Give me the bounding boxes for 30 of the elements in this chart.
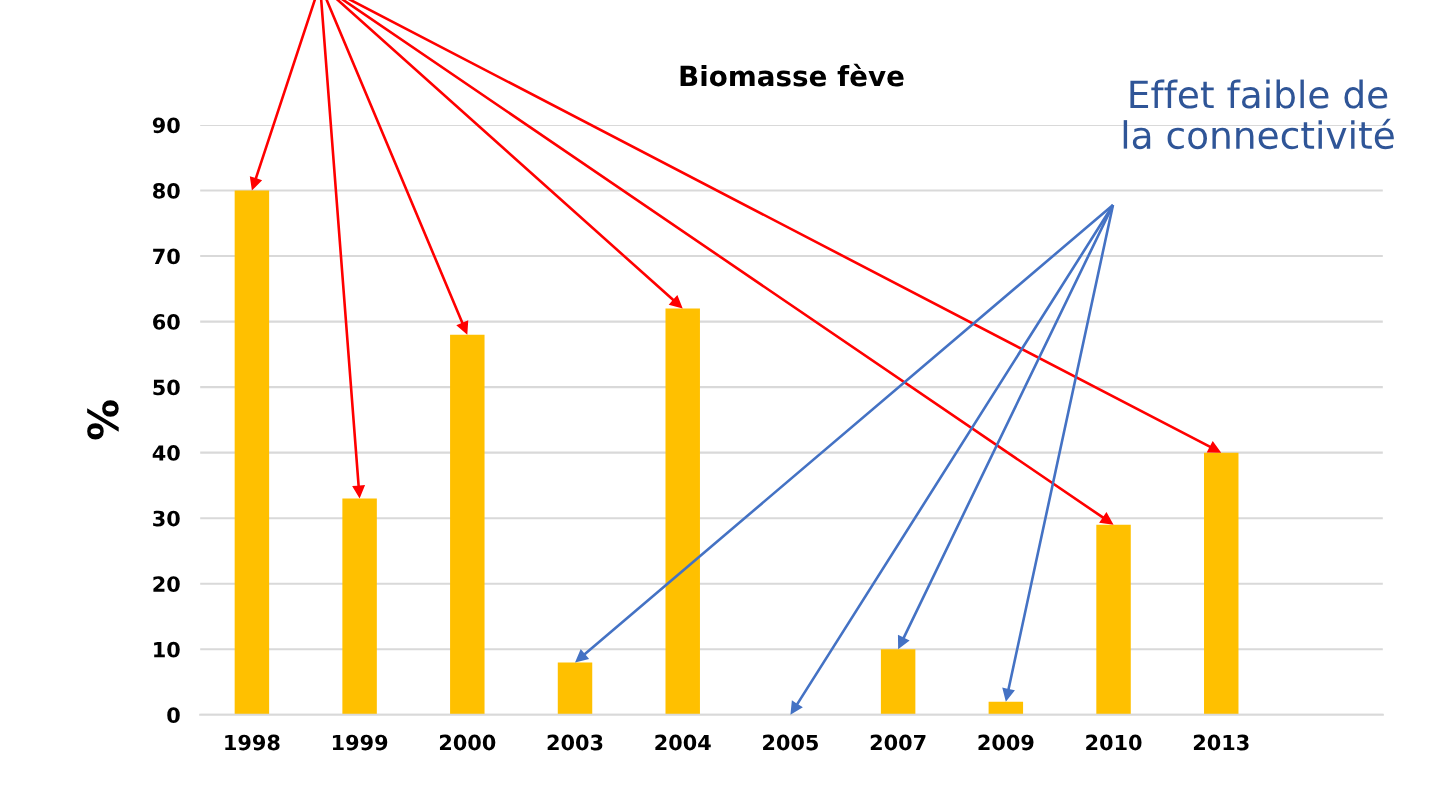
y-tick-label: 0 xyxy=(167,707,180,724)
y-tick-label: 60 xyxy=(153,314,180,330)
bar xyxy=(665,308,700,715)
x-tick-label: 2007 xyxy=(870,734,926,751)
bar xyxy=(450,334,485,715)
y-tick-label: 10 xyxy=(154,641,180,658)
bar xyxy=(1096,524,1131,715)
bar xyxy=(988,701,1024,715)
x-tick-label: 1999 xyxy=(332,734,388,751)
y-tick-label: 50 xyxy=(153,379,180,396)
y-axis-title: % xyxy=(87,400,119,440)
x-tick-label: 2005 xyxy=(763,734,818,751)
bar xyxy=(557,662,593,715)
x-tick-label: 2003 xyxy=(547,734,603,751)
y-tick-label: 20 xyxy=(153,576,180,592)
y-tick-label: 40 xyxy=(152,445,180,461)
x-tick-label: 2004 xyxy=(655,734,711,751)
x-tick-label: 2013 xyxy=(1193,734,1249,751)
y-tick-label: 30 xyxy=(153,510,180,527)
annotation: Effet faible de la connectivité xyxy=(1123,79,1394,150)
chart-title: Biomasse fève xyxy=(680,63,904,87)
x-tick-label: 2009 xyxy=(978,734,1034,751)
x-tick-label: 1998 xyxy=(225,734,280,751)
x-tick-label: 2000 xyxy=(439,734,496,751)
y-tick-label: 70 xyxy=(153,248,180,265)
bar xyxy=(1204,452,1239,715)
x-tick-label: 2010 xyxy=(1086,734,1142,751)
bar xyxy=(880,649,916,715)
y-tick-label: 80 xyxy=(153,182,180,199)
y-tick-label: 90 xyxy=(152,117,180,134)
